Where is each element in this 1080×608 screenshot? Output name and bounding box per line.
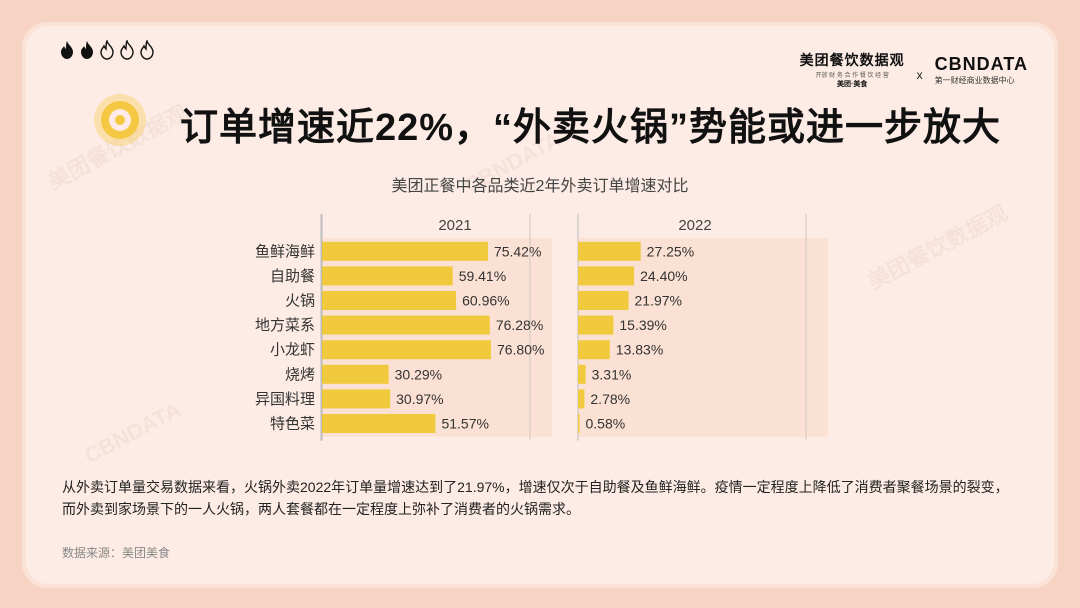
- logo-left-brand: 美团·美食: [837, 81, 868, 88]
- flame-rating: [58, 40, 156, 60]
- description-text: 从外卖订单量交易数据来看，火锅外卖2022年订单量增速达到了21.97%，增速仅…: [62, 479, 1009, 517]
- data-label: 60.96%: [462, 293, 509, 309]
- bar: [322, 315, 490, 335]
- bar: [578, 291, 629, 310]
- data-label: 30.29%: [395, 366, 442, 382]
- meituan-logo: 美团餐饮数据观 开放 财 务 合 作 餐 饮 经 营 美团·美食: [800, 50, 905, 89]
- bar: [322, 291, 457, 310]
- logo-left-subtitle: 开放 财 务 合 作 餐 饮 经 营: [815, 73, 889, 79]
- chart-title: 美团正餐中各品类近2年外卖订单增速对比: [391, 178, 689, 195]
- category-label: 异国料理: [255, 390, 315, 408]
- bar: [578, 389, 585, 409]
- logo-right-subtitle: 第一财经商业数据中心: [934, 75, 1015, 85]
- data-label: 59.41%: [459, 268, 506, 284]
- logo-separator: x: [916, 67, 923, 82]
- data-label: 30.97%: [396, 391, 443, 407]
- bar: [322, 340, 491, 360]
- bar: [322, 241, 488, 261]
- flame-outline-icon: [120, 40, 134, 60]
- category-label: 地方菜系: [255, 316, 315, 334]
- flame-filled-icon: [61, 41, 73, 59]
- bar: [578, 340, 610, 360]
- data-label: 76.28%: [496, 317, 543, 333]
- bar: [322, 389, 391, 409]
- category-label: 火锅: [285, 292, 315, 310]
- flame-outline-icon: [100, 40, 114, 60]
- category-label: 特色菜: [270, 415, 315, 433]
- panel-header-2021: 2021: [438, 217, 471, 234]
- data-label: 2.78%: [590, 391, 630, 407]
- bar: [322, 266, 453, 286]
- data-label: 24.40%: [640, 268, 687, 284]
- panel-header-2022: 2022: [678, 217, 711, 234]
- data-label: 21.97%: [635, 293, 682, 309]
- bar: [578, 414, 580, 433]
- data-label: 13.83%: [616, 342, 663, 358]
- data-label: 15.39%: [619, 317, 666, 333]
- data-label: 3.31%: [592, 366, 632, 382]
- bar: [578, 315, 614, 335]
- category-label: 鱼鲜海鲜: [255, 242, 315, 260]
- flame-outline-icon: [140, 40, 154, 60]
- target-icon: [94, 94, 146, 146]
- category-label: 小龙虾: [270, 341, 315, 359]
- cbndata-logo: CBNDATA 第一财经商业数据中心: [935, 54, 1028, 86]
- data-label: 0.58%: [586, 416, 626, 432]
- logo-left-title: 美团餐饮数据观: [799, 52, 905, 68]
- data-label: 27.25%: [647, 243, 694, 259]
- logo-right-title: CBNDATA: [934, 53, 1028, 74]
- bar: [578, 266, 635, 286]
- bar: [578, 364, 586, 384]
- page-title: 订单增速近22%，“外卖火锅”势能或进一步放大: [180, 107, 1002, 149]
- flame-filled-icon: [81, 41, 93, 59]
- category-label: 自助餐: [270, 267, 315, 285]
- logo-area: 美团餐饮数据观 开放 财 务 合 作 餐 饮 经 营 美团·美食 x CBNDA…: [800, 50, 1028, 89]
- data-label: 75.42%: [494, 243, 541, 259]
- data-label: 51.57%: [441, 416, 488, 432]
- category-label: 烧烤: [285, 365, 315, 383]
- data-label: 76.80%: [497, 342, 544, 358]
- data-source: 数据来源：美团美食: [62, 546, 171, 560]
- bar: [322, 364, 389, 384]
- bar: [322, 414, 436, 433]
- bar: [578, 241, 641, 261]
